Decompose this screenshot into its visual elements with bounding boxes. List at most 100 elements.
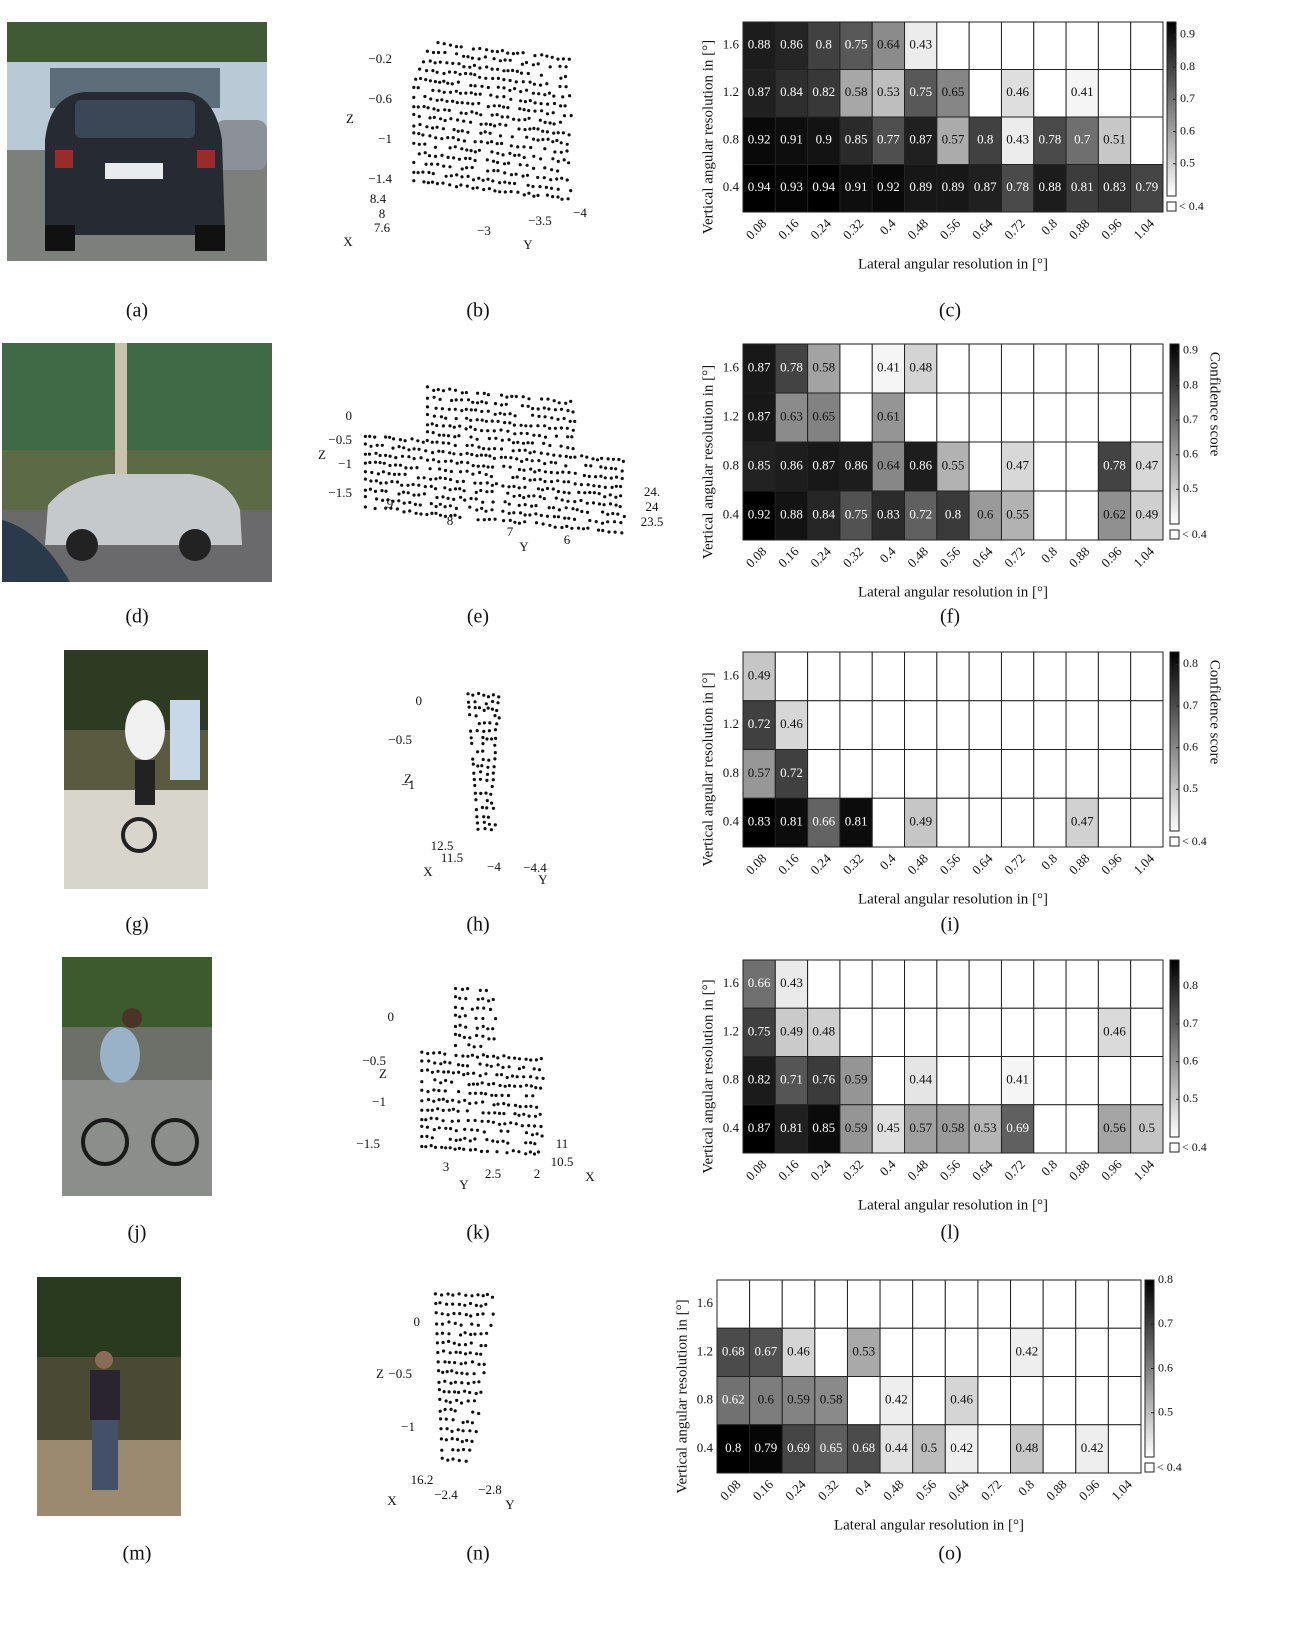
- photo-cyclist-side: [62, 957, 212, 1196]
- x-tick-label: 0.16: [775, 1156, 802, 1183]
- heat-cell: [871, 441, 906, 492]
- cell-value: 0.8: [945, 506, 961, 521]
- cell-value: 0.87: [748, 359, 771, 374]
- x-tick-label: 0.48: [904, 851, 931, 878]
- empty-cell: [814, 1279, 848, 1329]
- colorbar-tick-label: 0.8: [1180, 59, 1195, 73]
- empty-cell: [1042, 1424, 1077, 1474]
- cell-value: 0.44: [885, 1440, 908, 1455]
- y-tick-label: 1.2: [697, 1343, 713, 1358]
- empty-cell: [1097, 651, 1132, 702]
- y-tick-label: 7: [507, 524, 514, 539]
- x-axis-title: Lateral angular resolution in [°]: [834, 1517, 1024, 1533]
- heat-cell: [1000, 69, 1035, 118]
- cell-value: 0.47: [1071, 814, 1094, 829]
- colorbar-tick-label: 0.6: [1180, 123, 1195, 137]
- cell-value: 0.68: [722, 1343, 745, 1358]
- heat-cell: [742, 441, 776, 492]
- cell-value: 0.87: [748, 1120, 771, 1135]
- x-tick-label: 0.56: [913, 1476, 940, 1503]
- z-axis-label: Z: [318, 447, 326, 462]
- cell-value: 0.7: [1074, 132, 1091, 147]
- cell-value: 0.86: [909, 457, 932, 472]
- cell-value: 0.48: [909, 359, 932, 374]
- z-tick-label: −0.6: [368, 91, 392, 106]
- cell-value: 0.61: [877, 408, 900, 423]
- x-tick-label: 0.8: [1038, 851, 1060, 873]
- under-label: < 0.4: [1179, 199, 1204, 213]
- under-swatch: [1169, 1142, 1180, 1153]
- heat-cell: [846, 1424, 881, 1474]
- x-tick-label: 0.24: [807, 850, 834, 877]
- empty-cell: [1033, 21, 1067, 70]
- heat-cell: [871, 116, 906, 165]
- heat-cell: [781, 1424, 816, 1474]
- x-tick-label: 16.2: [411, 1472, 434, 1487]
- cell-value: 0.85: [812, 1120, 835, 1135]
- heat-cell: [1000, 490, 1035, 541]
- cell-value: 0.87: [748, 408, 771, 423]
- empty-cell: [1097, 1056, 1132, 1106]
- heat-cell: [742, 959, 776, 1009]
- empty-cell: [1065, 651, 1099, 702]
- empty-cell: [1097, 959, 1132, 1009]
- cell-value: 0.57: [748, 765, 771, 780]
- empty-cell: [871, 651, 906, 702]
- cell-value: 0.46: [780, 716, 803, 731]
- empty-cell: [1130, 392, 1164, 443]
- y-axis-label: Y: [538, 872, 548, 887]
- empty-cell: [871, 700, 906, 750]
- z-tick-label: −1: [401, 1419, 415, 1434]
- z-axis-label: Z: [346, 111, 354, 126]
- cell-value: 0.91: [845, 179, 868, 194]
- y-tick-label: 0.4: [723, 1120, 740, 1135]
- empty-cell: [912, 1327, 946, 1377]
- z-tick-label: −0.5: [362, 1053, 386, 1068]
- x-tick-label: 0.8: [1038, 216, 1060, 238]
- x-tick-label: 0.4: [877, 1156, 899, 1178]
- y-tick-label: 9: [387, 496, 394, 511]
- empty-cell: [1097, 69, 1132, 118]
- colorbar-tick-label: 0.6: [1183, 739, 1198, 753]
- empty-cell: [1065, 749, 1099, 799]
- cell-value: 0.42: [1081, 1440, 1104, 1455]
- panel-label: (k): [466, 1222, 489, 1244]
- cell-value: 0.41: [877, 359, 900, 374]
- colorbar-title: Confidence score: [1207, 660, 1223, 765]
- cell-value: 0.58: [812, 359, 835, 374]
- cell-value: 0.83: [1103, 179, 1126, 194]
- cell-value: 0.44: [909, 1072, 932, 1087]
- colorbar-tick-label: 0.9: [1183, 343, 1198, 357]
- heat-cell: [1130, 164, 1164, 213]
- empty-cell: [839, 1007, 873, 1057]
- empty-cell: [1130, 69, 1164, 118]
- colorbar-tick-label: 0.7: [1158, 1316, 1173, 1330]
- empty-cell: [1097, 749, 1132, 799]
- heat-cell: [879, 1424, 914, 1474]
- x-tick-label: 0.56: [937, 215, 964, 242]
- y-tick-label: 0.8: [723, 457, 739, 472]
- cell-value: 0.42: [885, 1392, 908, 1407]
- x-tick-label: 0.32: [840, 544, 867, 571]
- empty-cell: [1033, 1056, 1067, 1106]
- heat-cell: [774, 116, 809, 165]
- empty-cell: [1033, 343, 1067, 394]
- heat-cell: [912, 1424, 946, 1474]
- x-tick-label: 0.48: [904, 544, 931, 571]
- empty-cell: [1010, 1279, 1044, 1329]
- colorbar-tick-label: 0.5: [1183, 781, 1198, 795]
- x-tick-label: 0.48: [880, 1477, 907, 1504]
- panel-label: (d): [125, 606, 148, 628]
- y-tick-label: −3.5: [528, 213, 552, 228]
- x-tick-label: 0.96: [1098, 543, 1125, 570]
- x-tick-label: 24.: [644, 484, 660, 499]
- cell-value: 0.85: [748, 457, 771, 472]
- cell-value: 0.45: [877, 1120, 900, 1135]
- x-axis-title: Lateral angular resolution in [°]: [858, 891, 1048, 907]
- heat-cell: [1000, 116, 1035, 165]
- cell-value: 0.41: [1071, 84, 1094, 99]
- empty-cell: [1000, 700, 1035, 750]
- y-axis-title: Vertical angular resolution in [°]: [700, 365, 716, 559]
- cell-value: 0.55: [1006, 506, 1029, 521]
- heat-cell: [742, 69, 776, 118]
